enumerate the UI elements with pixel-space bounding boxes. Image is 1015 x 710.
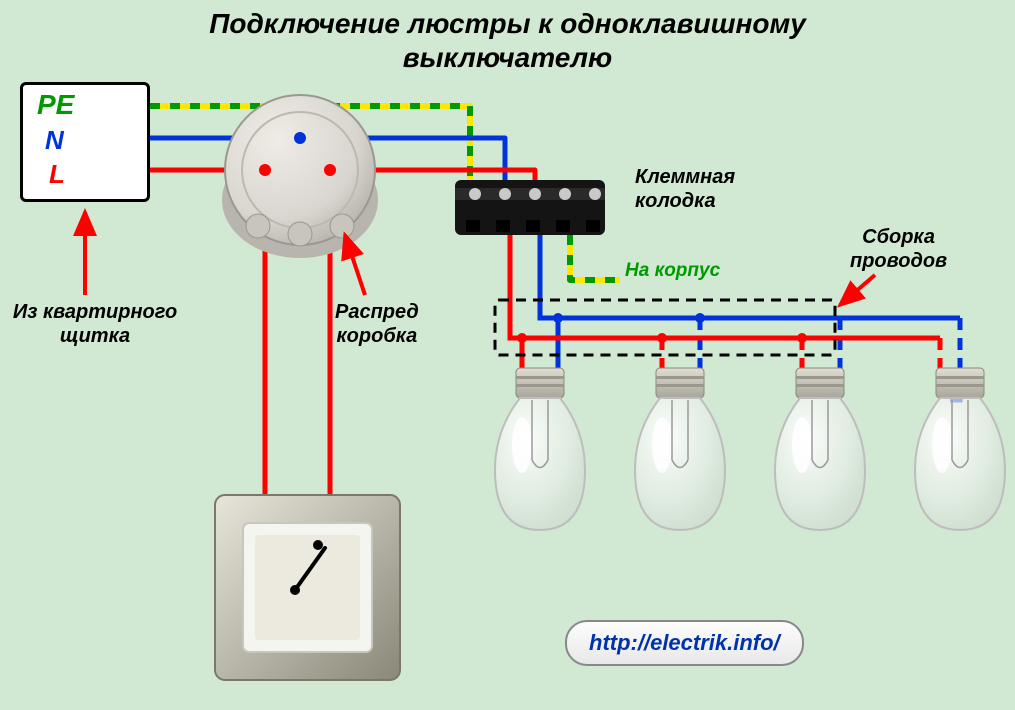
- junction-box-icon: [222, 95, 378, 258]
- live-bus: [510, 235, 940, 338]
- neutral-wire-bus: [540, 235, 960, 318]
- diagram-svg: [0, 0, 1015, 710]
- bulb-4: [915, 368, 1005, 530]
- arrow-wire-assembly: [840, 275, 875, 305]
- bulb-1: [495, 368, 585, 530]
- bulb-2: [635, 368, 725, 530]
- bulbs-group: [495, 368, 1005, 530]
- wire-assembly-box: [495, 300, 835, 355]
- diagram-canvas: Подключение люстры к одноклавишному выкл…: [0, 0, 1015, 710]
- bulb-3: [775, 368, 865, 530]
- arrow-junction-box: [345, 235, 365, 295]
- switch-icon: [215, 495, 400, 680]
- terminal-block-icon: [455, 180, 605, 235]
